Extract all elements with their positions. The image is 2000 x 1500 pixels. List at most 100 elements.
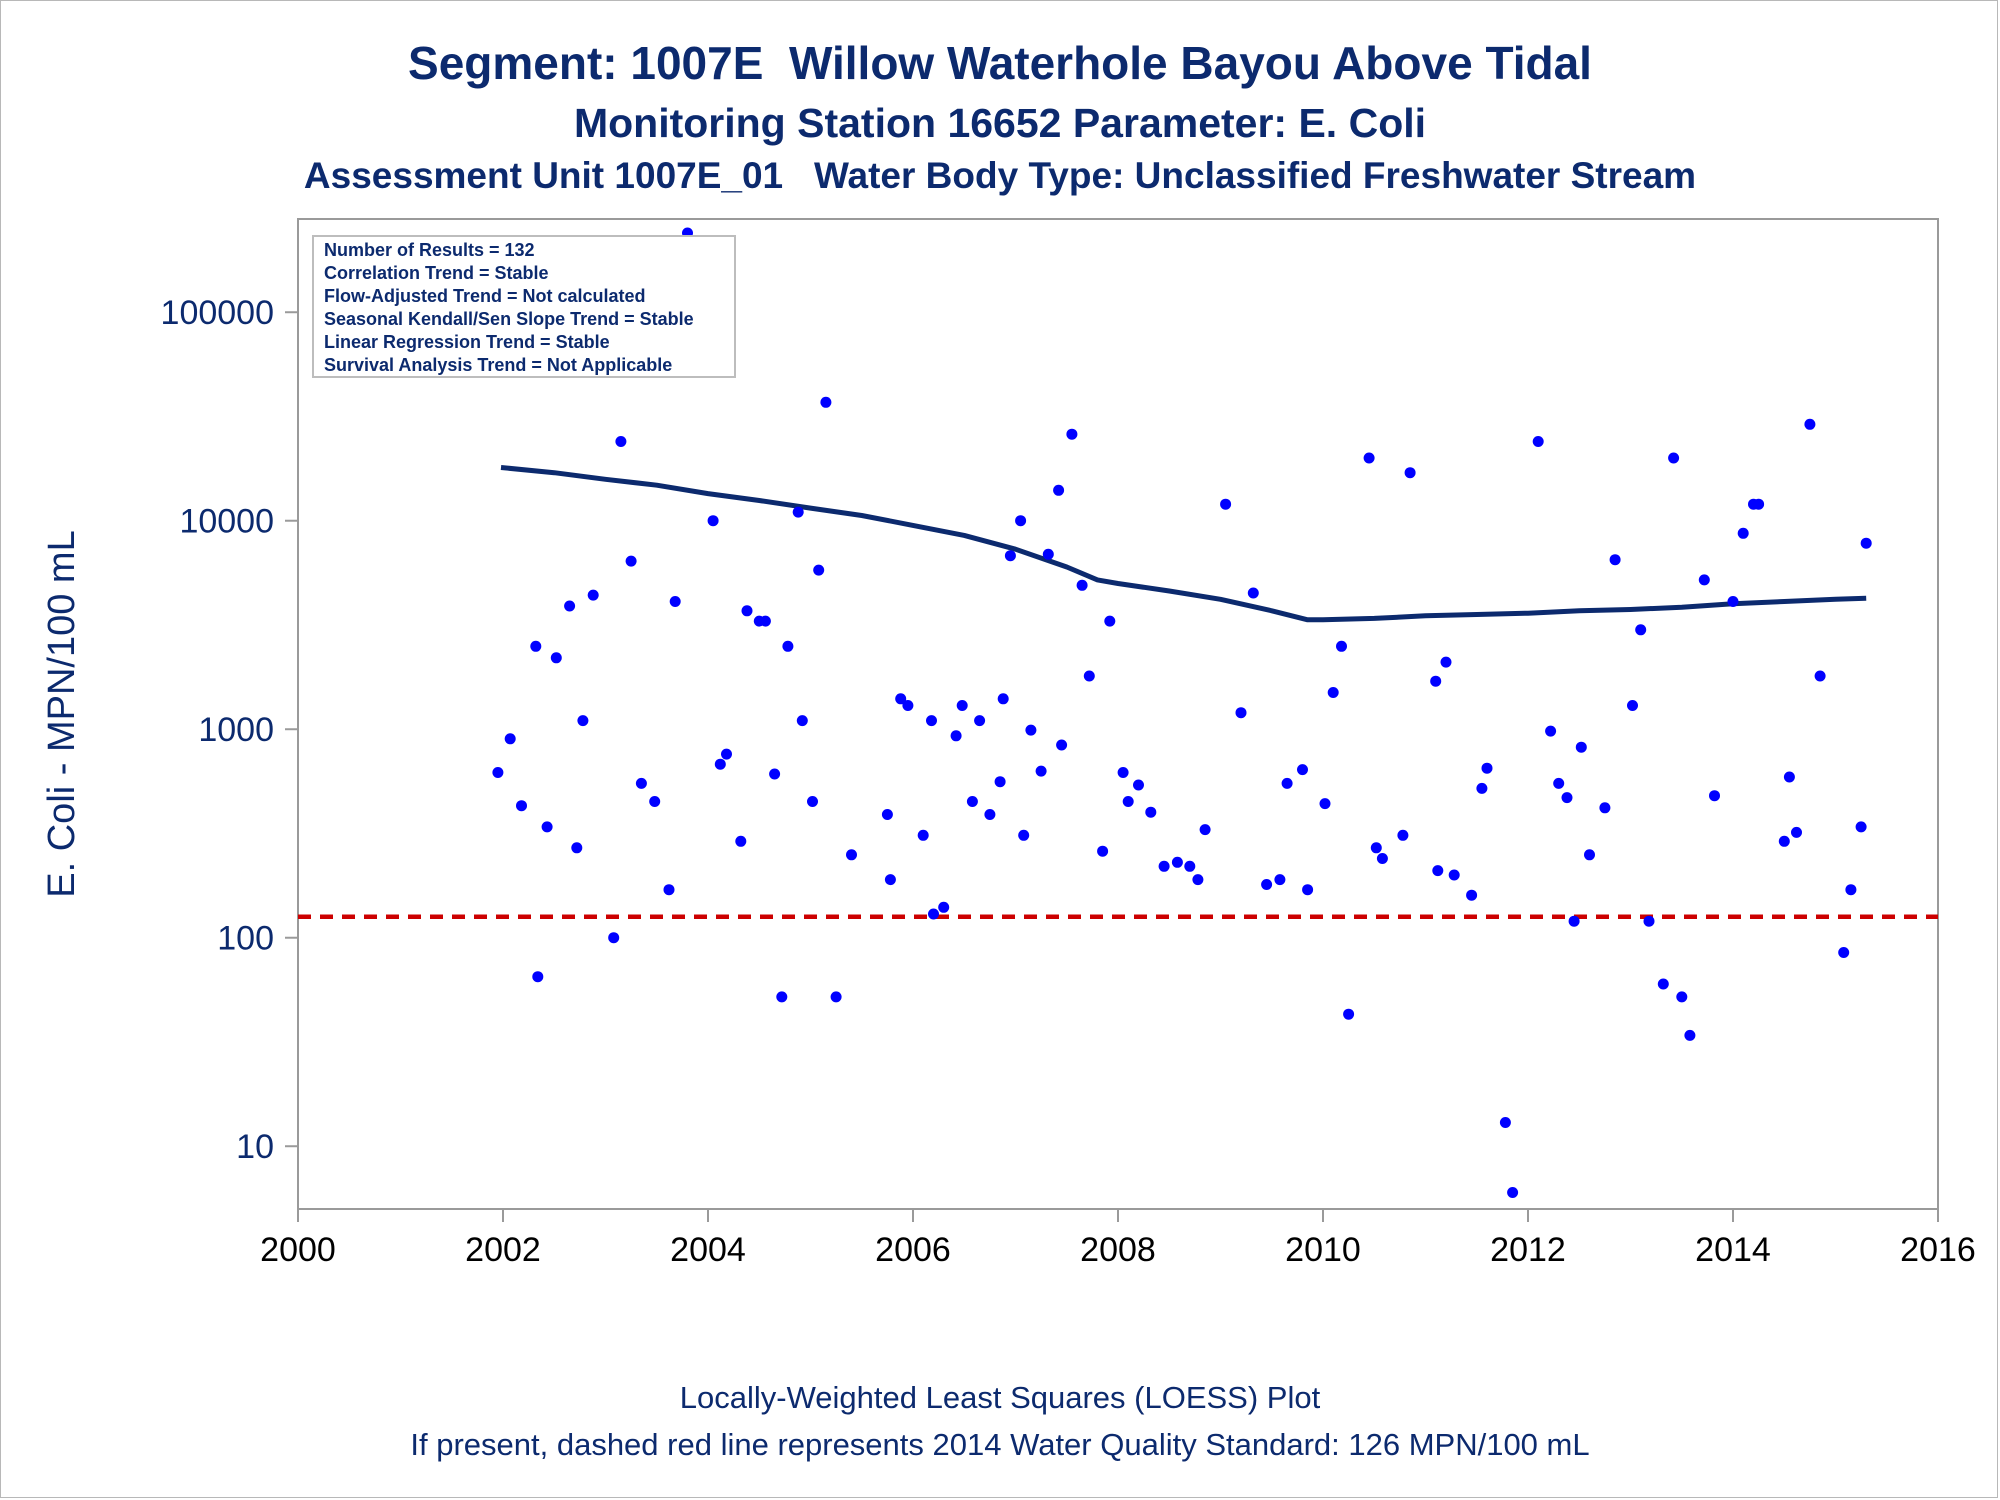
x-tick-label: 2008 — [1080, 1231, 1156, 1269]
data-point — [1004, 550, 1016, 562]
data-point — [663, 884, 675, 896]
data-point — [1235, 707, 1247, 719]
stats-line: Survival Analysis Trend = Not Applicable — [324, 355, 672, 375]
data-point — [714, 758, 726, 770]
data-point — [1327, 687, 1339, 698]
data-point — [807, 796, 818, 807]
data-point — [1627, 700, 1638, 711]
x-tick-label: 2002 — [465, 1231, 541, 1269]
data-point — [1376, 853, 1388, 864]
data-point — [541, 821, 553, 833]
data-point — [1018, 829, 1030, 841]
data-point — [792, 506, 804, 518]
data-point — [1698, 574, 1710, 586]
x-tick-label: 2010 — [1285, 1231, 1361, 1269]
stats-line: Flow-Adjusted Trend = Not calculated — [324, 286, 646, 306]
data-point — [735, 835, 747, 847]
data-point — [830, 991, 842, 1003]
data-point — [1783, 771, 1795, 783]
data-point — [1657, 978, 1669, 990]
data-point — [1297, 764, 1308, 776]
data-point — [1466, 889, 1478, 901]
footnote-1: Locally-Weighted Least Squares (LOESS) P… — [679, 1380, 1321, 1415]
data-point — [984, 809, 996, 820]
x-tick-label: 2004 — [670, 1231, 746, 1269]
data-point — [571, 842, 583, 854]
data-point — [1281, 777, 1293, 789]
data-point — [1404, 467, 1416, 479]
data-point — [1343, 1008, 1355, 1020]
data-point — [1737, 527, 1749, 539]
data-point — [741, 605, 753, 617]
data-point — [1440, 656, 1452, 668]
data-point — [649, 796, 661, 807]
plot-border — [297, 218, 1939, 1210]
data-point — [1025, 724, 1037, 736]
y-tick-label: 1000 — [198, 711, 274, 749]
data-point — [1668, 452, 1680, 464]
data-point — [1015, 515, 1027, 527]
data-point — [813, 564, 825, 576]
data-point — [1319, 798, 1331, 810]
data-point — [956, 700, 968, 711]
data-point — [884, 874, 896, 886]
data-point — [1561, 792, 1573, 804]
data-point — [1370, 842, 1382, 854]
data-point — [608, 932, 620, 944]
data-point — [928, 908, 939, 920]
x-tick-label: 2012 — [1490, 1231, 1566, 1269]
data-point — [966, 796, 978, 807]
data-point — [1575, 741, 1587, 753]
data-point — [1117, 767, 1129, 778]
data-point — [917, 829, 929, 841]
data-point — [1097, 845, 1109, 857]
data-point — [938, 901, 950, 913]
chart-subtitle-2: Assessment Unit 1007E_01 Water Body Type… — [303, 155, 1697, 196]
data-point — [669, 596, 681, 607]
data-point — [1476, 782, 1488, 794]
x-tick-label: 2000 — [260, 1231, 336, 1269]
data-point — [587, 589, 599, 601]
data-point — [926, 715, 937, 727]
data-point — [1192, 874, 1204, 886]
data-point — [1553, 777, 1565, 789]
chart-title: Segment: 1007E Willow Waterhole Bayou Ab… — [408, 37, 1592, 89]
data-point — [1199, 824, 1211, 836]
data-point — [492, 767, 504, 778]
data-point — [1753, 498, 1765, 510]
data-point — [759, 615, 771, 627]
data-point — [577, 715, 589, 727]
data-point — [1532, 436, 1544, 447]
data-point — [516, 800, 527, 812]
stats-line: Seasonal Kendall/Sen Slope Trend = Stabl… — [324, 309, 694, 329]
data-point — [1122, 796, 1134, 807]
axes-layer: 2000 2002 2004 2006 2008 2010 2012 2014 2016 10 10… — [41, 294, 1976, 1269]
data-point — [950, 730, 962, 742]
data-point — [532, 971, 544, 983]
data-point — [1302, 884, 1314, 896]
data-point — [1430, 675, 1442, 687]
stats-box-border — [312, 235, 736, 378]
data-point — [1778, 835, 1790, 847]
data-point — [1584, 849, 1595, 861]
data-point — [1845, 884, 1857, 896]
x-tick-label: 2006 — [875, 1231, 951, 1269]
data-point — [1814, 670, 1826, 682]
data-point — [1035, 765, 1047, 777]
data-point — [769, 768, 781, 780]
data-point — [1056, 739, 1068, 751]
data-point — [1184, 860, 1196, 872]
data-point — [881, 809, 893, 820]
data-point — [782, 640, 794, 652]
chart-subtitle: Monitoring Station 16652 Parameter: E. C… — [573, 100, 1427, 146]
data-point — [1104, 615, 1116, 627]
plot-area — [297, 218, 1939, 1210]
stats-line: Correlation Trend = Stable — [324, 263, 549, 283]
data-point — [1507, 1187, 1519, 1198]
data-point — [1053, 484, 1065, 496]
data-point — [997, 693, 1009, 705]
points-layer — [492, 227, 1872, 1198]
data-point — [1804, 418, 1816, 430]
data-point — [615, 436, 627, 447]
